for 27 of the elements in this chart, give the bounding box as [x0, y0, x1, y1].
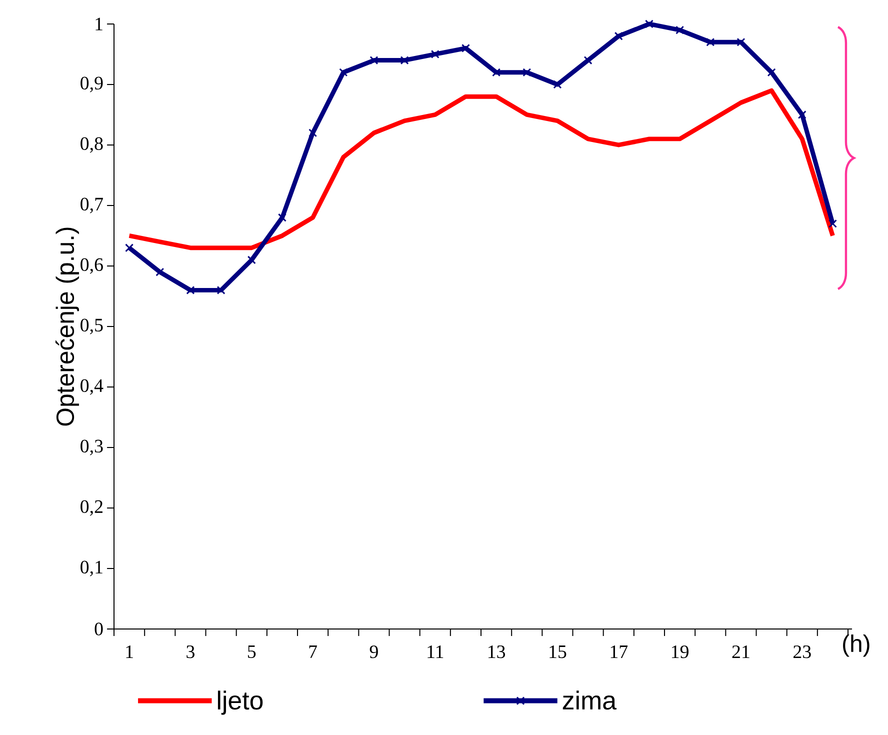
legend-label: ljeto [218, 690, 263, 715]
x-tick-label: 9 [370, 645, 378, 658]
y-tick-label: 0,6 [80, 258, 103, 274]
x-axis-title: (h) [843, 634, 870, 657]
y-tick-label: 0,3 [80, 440, 103, 456]
y-tick-label: 0,7 [80, 198, 103, 214]
x-tick-label: 5 [248, 645, 256, 658]
legend-label: zima [562, 690, 617, 710]
x-tick-label: 19 [672, 645, 688, 658]
y-tick-label: 0,9 [80, 76, 103, 92]
y-tick-label: 0,5 [80, 318, 103, 334]
x-tick-label: 1 [126, 645, 133, 658]
y-tick-label: 0,2 [80, 500, 102, 516]
x-tick-label: 7 [309, 645, 317, 658]
y-tick-label: 0 [94, 622, 103, 636]
x-tick-label: 13 [488, 645, 506, 658]
y-tick-label: 0,4 [80, 379, 104, 395]
x-tick-label: 11 [428, 645, 444, 658]
x-tick-label: 21 [732, 645, 750, 658]
y-tick-label: 0,1 [80, 560, 102, 576]
y-axis-title: Opterećenje (p.u.) [55, 228, 79, 426]
x-tick-label: 15 [550, 645, 566, 658]
y-tick-label: 1 [96, 18, 102, 30]
x-tick-label: 3 [186, 645, 194, 658]
x-tick-label: 17 [610, 645, 628, 658]
y-tick-label: 0,8 [80, 137, 103, 153]
x-tick-label: 23 [794, 645, 811, 658]
